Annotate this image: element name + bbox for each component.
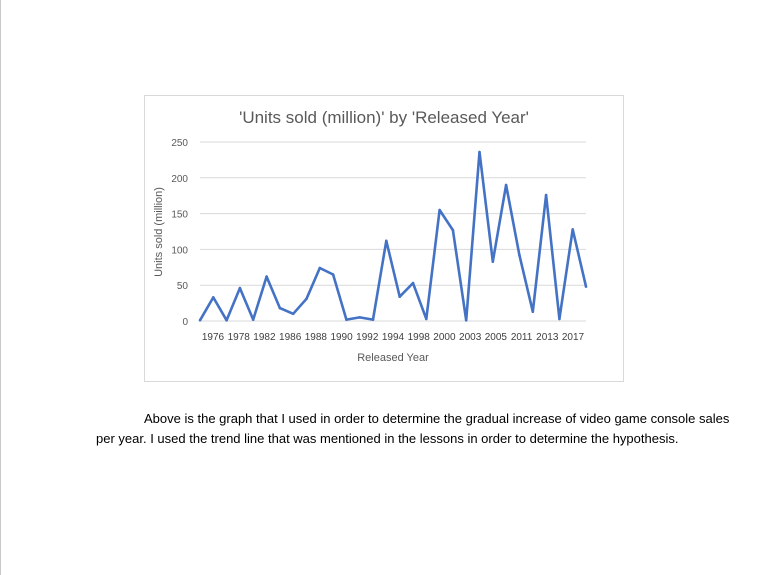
- data-point: [531, 310, 535, 314]
- y-tick-label: 150: [171, 210, 188, 221]
- data-point: [212, 296, 215, 299]
- x-tick-label: 1998: [408, 332, 431, 343]
- x-tick-label: 1994: [382, 332, 405, 343]
- x-tick-label: 2011: [511, 332, 533, 343]
- series-line: [198, 150, 588, 322]
- data-point: [425, 317, 428, 321]
- data-point: [491, 260, 495, 263]
- data-point: [411, 281, 415, 285]
- x-tick-label: 1976: [202, 332, 225, 343]
- y-tick-label: 100: [171, 245, 188, 256]
- data-point: [558, 317, 561, 321]
- data-point: [478, 150, 481, 154]
- data-point: [198, 319, 202, 322]
- data-point: [544, 193, 548, 197]
- x-tick-label: 2005: [485, 332, 508, 343]
- x-axis-ticks: 1976 1978 1982 1986 1988 1990 1992 1994 1998 2000…: [202, 332, 585, 343]
- x-tick-label: 1990: [330, 332, 353, 343]
- series-layer: [198, 150, 588, 322]
- chart-title: 'Units sold (million)' by 'Released Year…: [239, 108, 529, 127]
- data-point: [265, 275, 268, 278]
- page-edge: [0, 0, 1, 575]
- x-tick-label: 2000: [433, 332, 456, 343]
- data-point: [518, 253, 521, 257]
- data-point: [358, 316, 362, 319]
- data-point: [318, 266, 322, 270]
- document-paragraph: Above is the graph that I used in order …: [96, 409, 736, 449]
- data-point: [438, 208, 441, 212]
- data-point: [225, 319, 228, 322]
- data-point: [385, 239, 388, 243]
- x-axis-label: Released Year: [357, 352, 429, 364]
- paragraph-text: Above is the graph that I used in order …: [96, 411, 730, 446]
- data-point: [345, 318, 348, 321]
- y-tick-label: 250: [171, 138, 188, 149]
- x-tick-label: 1982: [253, 332, 276, 343]
- x-tick-label: 2017: [562, 332, 585, 343]
- data-point: [305, 297, 308, 301]
- data-point: [251, 318, 255, 321]
- data-point: [278, 306, 282, 310]
- data-point: [584, 285, 588, 288]
- chart-frame: [144, 95, 624, 382]
- data-point: [504, 183, 508, 187]
- gridlines: [200, 141, 586, 322]
- x-tick-label: 1988: [305, 332, 328, 343]
- y-tick-label: 200: [171, 174, 188, 185]
- y-tick-label: 0: [182, 317, 188, 328]
- x-tick-label: 1978: [228, 332, 251, 343]
- y-axis-ticks: 0 50 100 150 200 250: [171, 138, 188, 328]
- x-tick-label: 2013: [536, 332, 559, 343]
- x-tick-label: 2003: [459, 332, 482, 343]
- y-tick-label: 50: [177, 281, 189, 292]
- x-tick-label: 1986: [279, 332, 302, 343]
- data-point: [371, 318, 375, 321]
- data-point: [238, 286, 242, 290]
- data-point: [398, 295, 402, 299]
- data-point: [291, 312, 295, 316]
- data-point: [331, 273, 335, 276]
- data-point: [464, 319, 468, 322]
- data-point: [571, 228, 574, 231]
- y-axis-label: Units sold (million): [153, 187, 165, 277]
- data-point: [451, 228, 455, 232]
- x-tick-label: 1992: [356, 332, 379, 343]
